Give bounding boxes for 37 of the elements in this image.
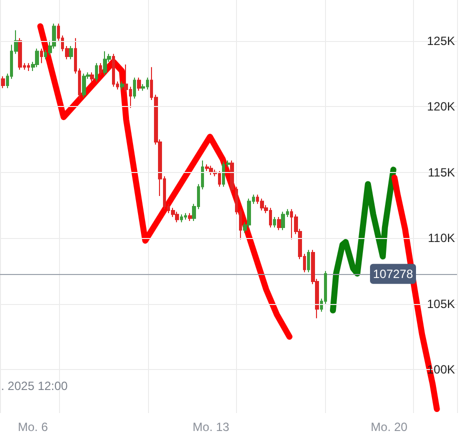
y-tick-label: 120K [426,100,455,114]
candlestick [277,216,281,231]
y-tick-label: 105K [426,296,455,311]
candlestick [133,77,136,100]
candlestick [1,76,5,89]
candlestick [175,211,179,223]
candlestick [18,38,22,70]
candlestick [260,198,264,211]
candlestick [27,62,30,72]
candlestick [99,62,102,76]
y-tick-label: 100K [426,362,455,377]
annotation: . 2025 12:00 [1,379,68,393]
candlestick [95,62,98,82]
x-tick-label: Mo. 6 [18,420,48,434]
candlestick [103,50,107,76]
candlestick [120,81,124,90]
candlestick [90,72,94,82]
candlestick [184,212,187,220]
ref-line-label: 107278 [372,266,414,281]
x-tick-label: Mo. 13 [192,420,230,434]
x-tick-label: Mo. 20 [370,420,408,434]
candlestick [281,211,285,231]
candlestick [188,212,192,222]
candlestick [112,53,115,88]
candlestick [40,48,43,64]
y-tick-label: 125K [426,34,455,48]
candlestick [209,165,213,176]
candlestick [180,214,183,223]
candlestick [307,249,310,273]
y-tick-label: 110K [428,231,455,246]
candlestick [137,77,141,92]
candlestick [35,48,39,68]
y-tick-label: 115K [428,165,455,180]
candlestick [273,216,276,228]
candlestick [69,46,73,60]
candlestick [82,73,86,98]
candlestick [205,164,209,172]
